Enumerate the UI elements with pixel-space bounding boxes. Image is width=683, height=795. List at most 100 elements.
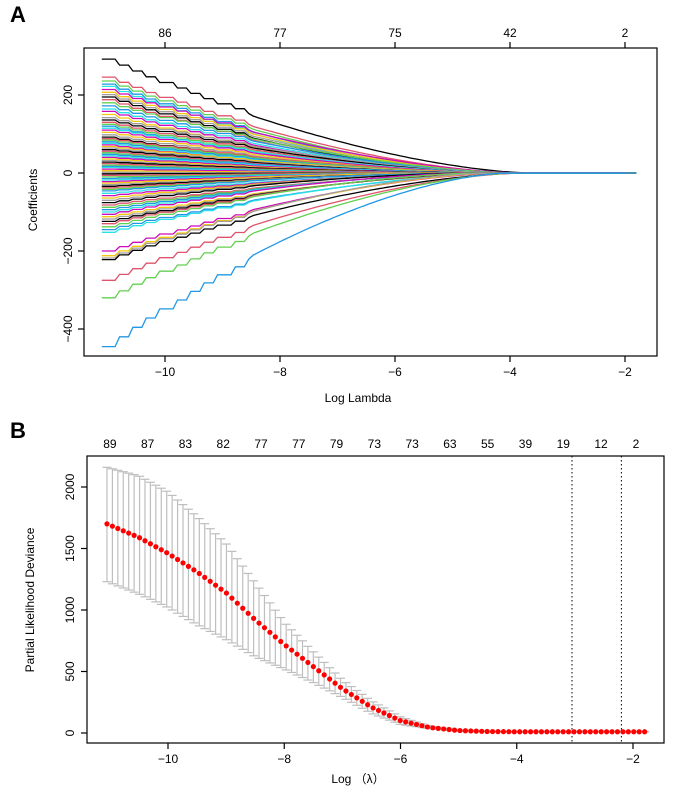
deviance-point bbox=[375, 707, 382, 714]
y-tick-label-a: 0 bbox=[61, 169, 75, 176]
top-tick-label-b: 87 bbox=[141, 437, 155, 451]
deviance-point bbox=[191, 567, 197, 573]
deviance-point bbox=[381, 710, 387, 716]
deviance-point bbox=[468, 728, 474, 734]
deviance-point bbox=[261, 625, 268, 631]
y-tick-label-b: 500 bbox=[63, 661, 77, 681]
coefficient-path bbox=[101, 172, 637, 299]
x-tick-label-b: −10 bbox=[158, 752, 179, 766]
deviance-point bbox=[354, 695, 360, 701]
deviance-point bbox=[234, 600, 240, 606]
deviance-point bbox=[604, 729, 610, 735]
deviance-point bbox=[251, 615, 257, 621]
deviance-point bbox=[495, 729, 501, 735]
top-tick-label-b: 63 bbox=[443, 437, 457, 451]
deviance-point bbox=[321, 672, 327, 678]
deviance-point bbox=[174, 556, 181, 563]
deviance-point bbox=[413, 721, 420, 728]
deviance-point bbox=[256, 620, 262, 626]
deviance-point bbox=[365, 702, 371, 708]
x-axis-b: −10 −8 −6 −4 −2 bbox=[158, 743, 640, 766]
deviance-point bbox=[115, 525, 121, 532]
deviance-point bbox=[185, 563, 192, 569]
deviance-point bbox=[549, 729, 555, 735]
top-tick-label-b: 77 bbox=[292, 437, 306, 451]
deviance-point bbox=[283, 643, 289, 649]
deviance-point bbox=[609, 729, 615, 735]
deviance-point bbox=[109, 523, 115, 529]
deviance-point bbox=[430, 725, 436, 731]
x-tick-label-a: −2 bbox=[618, 365, 632, 379]
plot-frame-a bbox=[83, 47, 658, 357]
deviance-point bbox=[435, 725, 441, 731]
deviance-point bbox=[489, 728, 496, 735]
x-tick-label-b: −4 bbox=[510, 752, 524, 766]
x-tick-label-b: −6 bbox=[394, 752, 408, 766]
top-tick-label-a: 77 bbox=[273, 26, 287, 40]
y-tick-label-b: 1000 bbox=[63, 596, 77, 623]
deviance-point bbox=[218, 586, 224, 592]
deviance-point bbox=[457, 727, 463, 734]
deviance-point bbox=[587, 729, 593, 735]
coefficient-paths bbox=[101, 58, 637, 348]
deviance-point bbox=[484, 728, 490, 735]
deviance-point bbox=[299, 655, 306, 661]
x-tick-label-b: −8 bbox=[277, 752, 291, 766]
deviance-point bbox=[169, 553, 175, 559]
panel-b: B −10 −8 −6 −4 −2 0 500 1000 1500 2000 89 87 83 82 7… bbox=[10, 418, 665, 786]
error-bar bbox=[151, 484, 161, 603]
deviance-point bbox=[386, 712, 392, 719]
deviance-point bbox=[544, 729, 550, 735]
deviance-point bbox=[473, 728, 479, 734]
top-tick-label-b: 2 bbox=[633, 437, 640, 451]
deviance-point bbox=[397, 717, 403, 724]
deviance-point bbox=[104, 521, 110, 527]
error-bar bbox=[162, 490, 172, 608]
deviance-point bbox=[408, 720, 414, 726]
error-bar bbox=[167, 494, 177, 611]
deviance-point bbox=[316, 668, 322, 674]
top-tick-label-a: 75 bbox=[388, 26, 402, 40]
top-tick-label-b: 79 bbox=[330, 437, 344, 451]
deviance-point bbox=[207, 578, 213, 584]
deviance-point bbox=[289, 647, 295, 653]
deviance-point bbox=[196, 570, 202, 577]
y-tick-label-b: 2000 bbox=[63, 473, 77, 500]
top-tick-label-b: 89 bbox=[103, 437, 117, 451]
deviance-point bbox=[582, 729, 588, 735]
deviance-point bbox=[598, 729, 604, 735]
deviance-point bbox=[392, 715, 398, 721]
deviance-point bbox=[294, 651, 300, 657]
y-tick-label-b: 0 bbox=[63, 729, 77, 736]
x-tick-label-a: −8 bbox=[273, 365, 287, 379]
deviance-point bbox=[642, 729, 648, 735]
error-bar bbox=[173, 499, 183, 614]
top-tick-label-b: 82 bbox=[217, 437, 231, 451]
deviance-point bbox=[555, 729, 561, 735]
panel-a-label: A bbox=[10, 2, 26, 27]
deviance-point bbox=[511, 729, 517, 735]
y-axis-a: −400 −200 0 200 bbox=[61, 85, 84, 343]
top-tick-label-a: 2 bbox=[622, 26, 629, 40]
deviance-point bbox=[348, 691, 354, 698]
deviance-point bbox=[620, 729, 626, 735]
deviance-point bbox=[120, 528, 126, 534]
x-axis-title-a: Log Lambda bbox=[325, 391, 392, 405]
deviance-point bbox=[462, 728, 469, 734]
deviance-point bbox=[538, 729, 545, 735]
deviance-point bbox=[576, 729, 583, 735]
deviance-point bbox=[343, 688, 349, 694]
x-tick-label-b: −2 bbox=[626, 752, 640, 766]
y-tick-label-b: 1500 bbox=[63, 535, 77, 562]
deviance-point bbox=[136, 535, 143, 541]
deviance-point bbox=[479, 728, 485, 734]
deviance-point bbox=[593, 729, 599, 735]
deviance-points bbox=[104, 521, 648, 735]
deviance-point bbox=[506, 729, 512, 735]
deviance-point bbox=[424, 724, 430, 730]
error-bar bbox=[145, 481, 155, 600]
top-tick-label-b: 73 bbox=[405, 437, 419, 451]
deviance-point bbox=[126, 530, 132, 536]
deviance-point bbox=[310, 664, 316, 670]
